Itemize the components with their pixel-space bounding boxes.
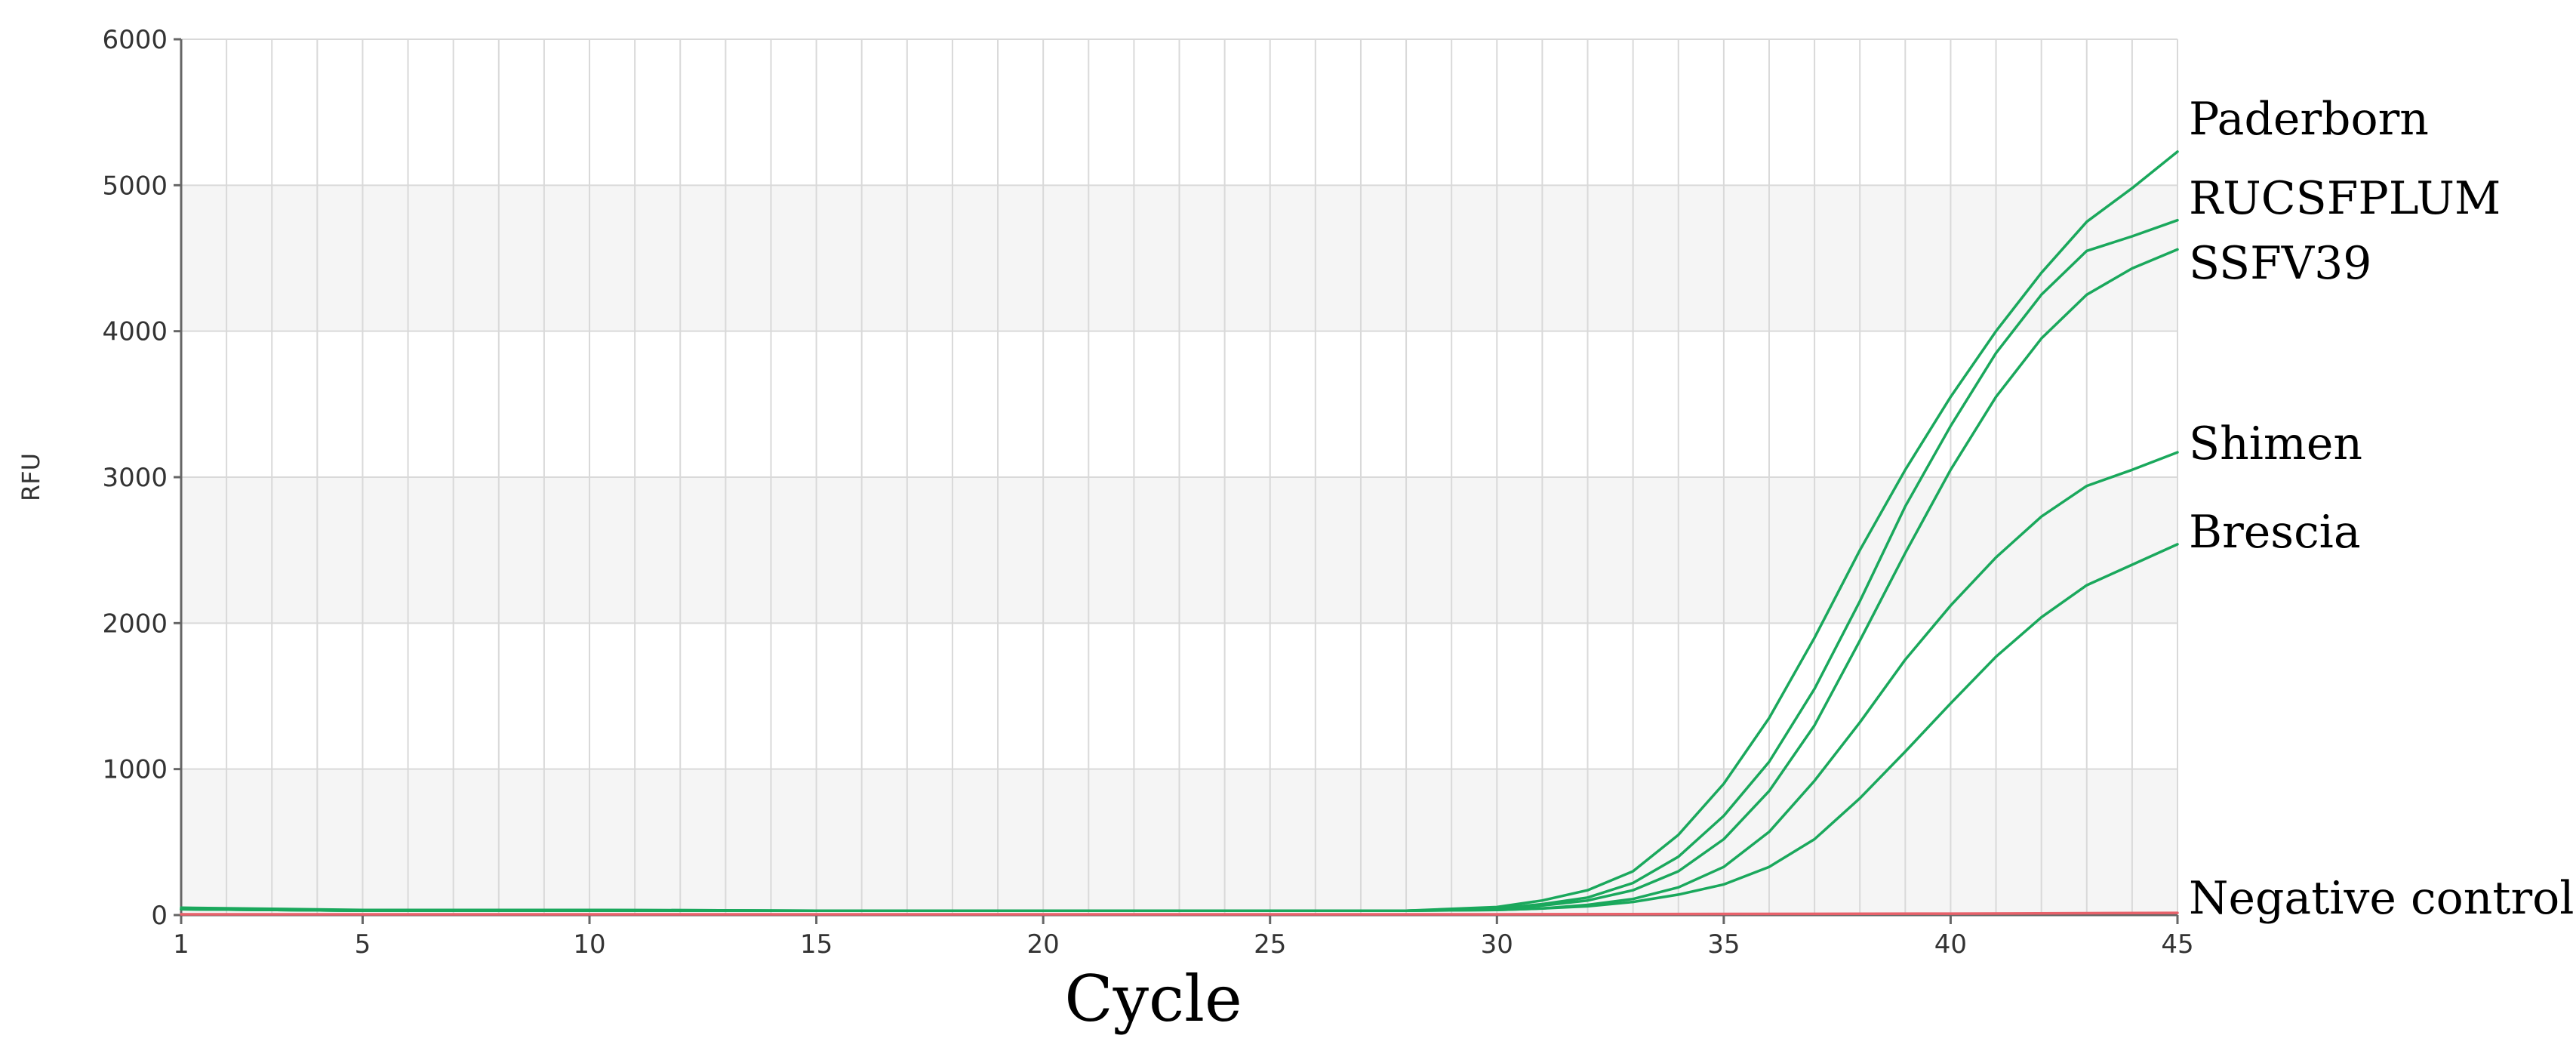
series-label-4: Brescia bbox=[2189, 506, 2361, 559]
series-line-4 bbox=[180, 543, 2179, 912]
x-tick-labels: 1 5 10 15 20 25 30 35 40 45 bbox=[173, 915, 2194, 960]
gridlines bbox=[180, 39, 2178, 916]
x-tick-label: 30 bbox=[1481, 929, 1513, 960]
x-tick-label: 40 bbox=[1934, 929, 1967, 960]
x-axis-title: Cycle bbox=[1064, 962, 1242, 1036]
x-tick-label: 35 bbox=[1707, 929, 1740, 960]
y-tick-label: 1000 bbox=[102, 755, 168, 785]
x-tick-label: 45 bbox=[2161, 929, 2193, 960]
y-tick-label: 3000 bbox=[102, 463, 168, 493]
series-label-2: SSFV39 bbox=[2189, 237, 2371, 290]
y-axis-title: RFU bbox=[17, 453, 45, 501]
y-tick-labels: 0 1000 2000 3000 4000 5000 6000 bbox=[102, 25, 181, 931]
series-label-3: Shimen bbox=[2189, 418, 2362, 470]
y-tick-label: 6000 bbox=[102, 25, 168, 55]
x-tick-label: 20 bbox=[1027, 929, 1060, 960]
x-tick-label: 10 bbox=[573, 929, 605, 960]
series-label-0: Paderborn bbox=[2189, 93, 2429, 146]
x-tick-label: 5 bbox=[355, 929, 371, 960]
y-tick-label: 4000 bbox=[102, 317, 168, 347]
series-line-5 bbox=[180, 911, 2179, 916]
y-tick-label: 2000 bbox=[102, 609, 168, 639]
y-tick-label: 0 bbox=[151, 901, 168, 931]
series-labels: Paderborn RUCSFPLUM SSFV39 Shimen Brescia Neg… bbox=[2189, 93, 2574, 925]
series-label-5: Negative control bbox=[2189, 872, 2574, 925]
x-tick-label: 1 bbox=[173, 929, 189, 960]
series-label-1: RUCSFPLUM bbox=[2189, 172, 2501, 225]
x-tick-label: 15 bbox=[800, 929, 833, 960]
x-tick-label: 25 bbox=[1254, 929, 1286, 960]
series-lines bbox=[180, 150, 2179, 916]
y-tick-label: 5000 bbox=[102, 171, 168, 201]
